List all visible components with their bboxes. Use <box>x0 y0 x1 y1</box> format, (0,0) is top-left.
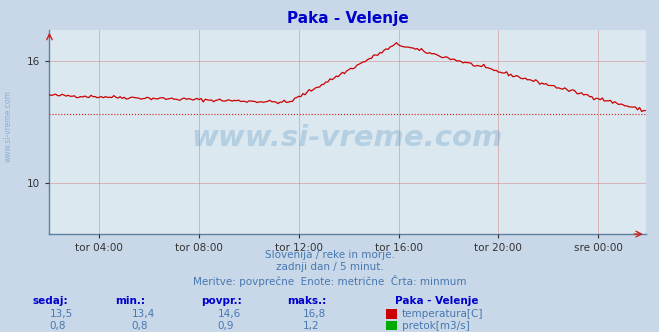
Title: Paka - Velenje: Paka - Velenje <box>287 11 409 26</box>
Text: 0,8: 0,8 <box>132 321 148 331</box>
Text: Meritve: povprečne  Enote: metrične  Črta: minmum: Meritve: povprečne Enote: metrične Črta:… <box>192 275 467 287</box>
Text: www.si-vreme.com: www.si-vreme.com <box>4 90 13 162</box>
Text: pretok[m3/s]: pretok[m3/s] <box>402 321 470 331</box>
Text: www.si-vreme.com: www.si-vreme.com <box>192 124 503 152</box>
Text: 0,9: 0,9 <box>217 321 234 331</box>
Text: Slovenija / reke in morje.: Slovenija / reke in morje. <box>264 250 395 260</box>
Text: min.:: min.: <box>115 296 146 306</box>
Text: temperatura[C]: temperatura[C] <box>402 309 484 319</box>
Text: 14,6: 14,6 <box>217 309 241 319</box>
Text: sedaj:: sedaj: <box>33 296 69 306</box>
Text: 13,5: 13,5 <box>49 309 72 319</box>
Text: povpr.:: povpr.: <box>201 296 242 306</box>
Text: 0,8: 0,8 <box>49 321 66 331</box>
Text: 16,8: 16,8 <box>303 309 326 319</box>
Text: 1,2: 1,2 <box>303 321 320 331</box>
Text: maks.:: maks.: <box>287 296 326 306</box>
Text: 13,4: 13,4 <box>132 309 155 319</box>
Text: Paka - Velenje: Paka - Velenje <box>395 296 479 306</box>
Text: zadnji dan / 5 minut.: zadnji dan / 5 minut. <box>275 262 384 272</box>
